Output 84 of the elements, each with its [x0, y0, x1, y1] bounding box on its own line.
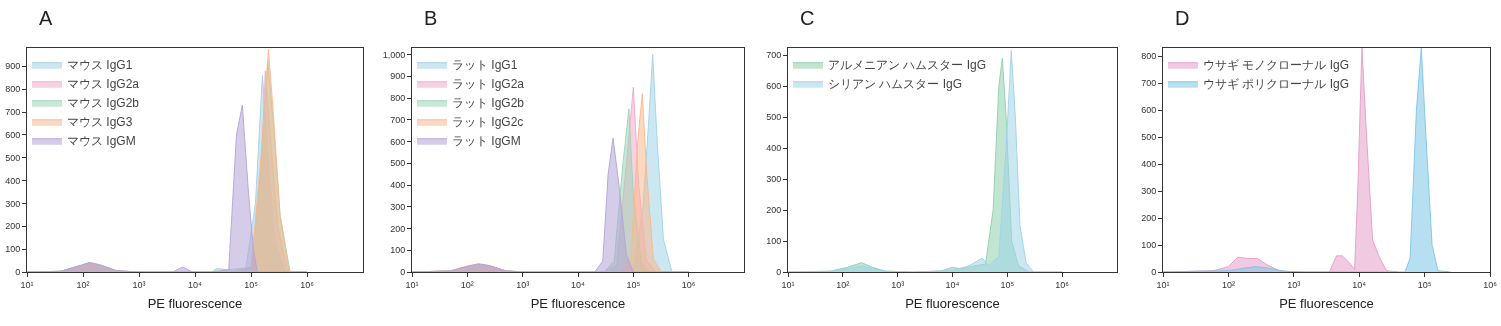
- legend-label: マウス IgG2b: [67, 96, 140, 111]
- y-tick-label: 200: [5, 221, 21, 232]
- y-tick-label: 700: [5, 107, 21, 118]
- y-tick-label: 300: [5, 198, 21, 209]
- y-tick-label: 400: [390, 180, 406, 191]
- x-axis-title: PE fluorescence: [530, 296, 626, 312]
- x-tick-label: 10⁵: [626, 279, 641, 290]
- x-tick-label: 10⁴: [1352, 279, 1367, 290]
- y-tick-label: 900: [390, 71, 406, 82]
- x-tick-label: 10²: [461, 279, 475, 290]
- x-tick-label: 10³: [516, 279, 530, 290]
- y-tick-label: 700: [765, 50, 781, 61]
- y-tick-label: 600: [1140, 105, 1156, 116]
- x-tick-label: 10⁵: [244, 279, 259, 290]
- y-tick-label: 600: [765, 81, 781, 92]
- y-tick-label: 100: [5, 244, 21, 255]
- y-tick-label: 900: [5, 61, 21, 72]
- x-tick-label: 10²: [1221, 279, 1235, 290]
- legend-label: マウス IgG1: [67, 58, 133, 73]
- legend-label: ウサギ モノクローナル IgG: [1202, 58, 1349, 73]
- y-tick-label: 400: [765, 143, 781, 154]
- x-tick-label: 10³: [1287, 279, 1301, 290]
- y-tick-label: 500: [390, 158, 406, 169]
- x-tick-label: 10⁵: [999, 279, 1014, 290]
- x-tick-label: 10²: [76, 279, 90, 290]
- x-tick-label: 10⁶: [682, 279, 697, 290]
- y-tick-label: 100: [1140, 240, 1156, 251]
- x-tick-label: 10⁶: [1054, 279, 1069, 290]
- y-tick-label: 600: [390, 136, 406, 147]
- y-tick-label: 200: [765, 205, 781, 216]
- y-tick-label: 300: [1140, 186, 1156, 197]
- x-tick-label: 10⁶: [300, 279, 315, 290]
- x-tick-label: 10⁴: [188, 279, 203, 290]
- legend-label: マウス IgG3: [67, 115, 133, 130]
- y-tick-label: 0: [400, 267, 406, 278]
- y-tick-label: 0: [775, 267, 781, 278]
- legend-label: ラット IgGM: [452, 134, 521, 149]
- y-tick-label: 100: [390, 245, 406, 256]
- chart-title: B: [424, 7, 438, 29]
- x-tick-label: 10⁶: [1482, 279, 1497, 290]
- y-tick-label: 1,000: [382, 49, 406, 60]
- y-tick-label: 800: [1140, 51, 1156, 62]
- x-tick-label: 10⁴: [571, 279, 586, 290]
- y-tick-label: 500: [765, 112, 781, 123]
- legend-label: マウス IgGM: [67, 134, 136, 149]
- legend-label: ラット IgG1: [452, 58, 518, 73]
- y-tick-label: 500: [1140, 132, 1156, 143]
- x-tick-label: 10³: [132, 279, 146, 290]
- legend-label: ラット IgG2b: [452, 96, 525, 111]
- chart-title: C: [799, 7, 814, 29]
- y-tick-label: 600: [5, 130, 21, 141]
- legend-label: アルメニアン ハムスター IgG: [827, 58, 986, 73]
- y-tick-label: 100: [765, 236, 781, 247]
- x-tick-label: 10¹: [405, 279, 419, 290]
- y-tick-label: 800: [390, 93, 406, 104]
- x-axis-title: PE fluorescence: [904, 296, 1000, 312]
- x-tick-label: 10¹: [1156, 279, 1170, 290]
- y-tick-label: 0: [1150, 267, 1156, 278]
- x-tick-label: 10⁴: [945, 279, 960, 290]
- x-tick-label: 10²: [835, 279, 849, 290]
- y-tick-label: 200: [1140, 213, 1156, 224]
- legend-label: ウサギ ポリクローナル IgG: [1202, 77, 1349, 92]
- legend-label: ラット IgG2a: [452, 77, 525, 92]
- y-tick-label: 400: [5, 175, 21, 186]
- y-tick-label: 700: [390, 114, 406, 125]
- y-tick-label: 800: [5, 84, 21, 95]
- x-axis-title: PE fluorescence: [1278, 296, 1374, 312]
- y-tick-label: 400: [1140, 159, 1156, 170]
- legend-label: シリアン ハムスター IgG: [827, 77, 962, 92]
- y-tick-label: 0: [15, 267, 21, 278]
- x-axis-title: PE fluorescence: [147, 296, 243, 312]
- x-tick-label: 10¹: [780, 279, 795, 290]
- y-tick-label: 700: [1140, 78, 1156, 89]
- legend-label: マウス IgG2a: [67, 77, 140, 92]
- legend-label: ラット IgG2c: [452, 115, 524, 130]
- y-tick-label: 200: [390, 223, 406, 234]
- y-tick-label: 300: [390, 201, 406, 212]
- chart-title: A: [39, 7, 53, 29]
- x-tick-label: 10³: [890, 279, 904, 290]
- x-tick-label: 10⁵: [1417, 279, 1432, 290]
- x-tick-label: 10¹: [20, 279, 34, 290]
- chart-title: D: [1174, 7, 1190, 29]
- y-tick-label: 500: [5, 152, 21, 163]
- y-tick-label: 300: [765, 174, 781, 185]
